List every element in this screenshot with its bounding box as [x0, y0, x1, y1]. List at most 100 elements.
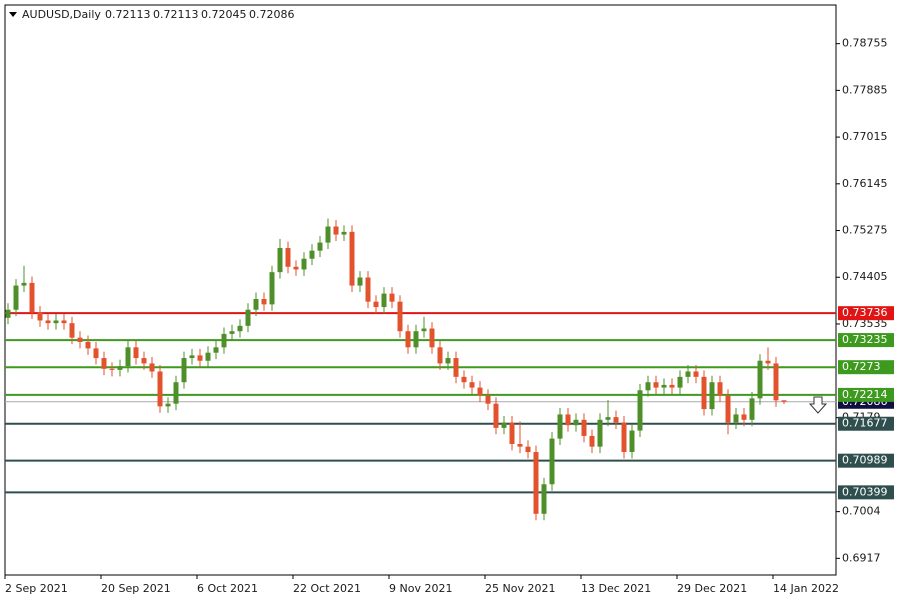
candle-body — [501, 422, 507, 428]
candle-body — [421, 328, 427, 332]
x-tick-label: 13 Dec 2021 — [581, 582, 651, 595]
candle-body — [237, 325, 243, 332]
candle-body — [349, 231, 355, 286]
y-tick-label: 0.77015 — [842, 130, 888, 143]
candle-body — [429, 328, 435, 348]
x-tick-label: 20 Sep 2021 — [101, 582, 171, 595]
candle-body — [165, 403, 171, 407]
candle-body — [733, 414, 739, 423]
candle-body — [117, 366, 123, 370]
candle-body — [453, 358, 459, 377]
candle-body — [69, 323, 75, 338]
candle-body — [469, 382, 475, 388]
candle-body — [565, 414, 571, 426]
candle-body — [533, 452, 539, 514]
candle-body — [173, 382, 179, 404]
candle-body — [61, 320, 67, 324]
y-tick-label: 0.74405 — [842, 270, 888, 283]
candle-body — [221, 333, 227, 348]
candle-body — [189, 355, 195, 359]
down-arrow-icon — [808, 396, 828, 414]
level-label-box — [838, 306, 894, 321]
candle-body — [181, 358, 187, 383]
candle-body — [525, 446, 531, 453]
candle-body — [253, 298, 259, 310]
x-tick-label: 14 Jan 2022 — [773, 582, 839, 595]
level-label-box — [838, 333, 894, 348]
candle-body — [213, 347, 219, 353]
candle-body — [341, 231, 347, 235]
candle-body — [29, 282, 35, 313]
header-high: 0.72113 — [153, 8, 199, 21]
candle-body — [53, 320, 59, 324]
x-tick-label: 9 Nov 2021 — [389, 582, 452, 595]
candle-body — [773, 363, 779, 401]
candle-body — [125, 347, 131, 367]
candle-body — [157, 371, 163, 407]
candle-body — [261, 298, 267, 305]
header-low: 0.72045 — [201, 8, 247, 21]
level-label-box — [838, 387, 894, 402]
candle-body — [397, 301, 403, 332]
candle-body — [685, 371, 691, 377]
candle-body — [13, 285, 19, 310]
x-tick-label: 2 Sep 2021 — [5, 582, 68, 595]
candle-body — [381, 293, 387, 308]
candle-body — [205, 352, 211, 361]
candle-body — [581, 419, 587, 436]
candle-body — [389, 293, 395, 302]
candle-body — [589, 435, 595, 447]
level-label: 0.7273 — [842, 360, 881, 373]
candle-body — [709, 382, 715, 410]
candle-body — [637, 390, 643, 431]
candle-body — [669, 384, 675, 388]
candle-body — [605, 417, 611, 420]
candle-body — [613, 417, 619, 423]
candle-body — [517, 443, 523, 447]
candle-body — [621, 422, 627, 453]
y-tick-label: 0.75275 — [842, 224, 888, 237]
candle-body — [325, 226, 331, 243]
y-tick-label: 0.73535 — [842, 317, 888, 330]
candle-body — [293, 266, 299, 270]
candle-body — [269, 272, 275, 305]
symbol: AUDUSD,Daily — [22, 8, 101, 21]
y-tick-label: 0.78755 — [842, 37, 888, 50]
level-label: 0.70989 — [842, 454, 888, 467]
candle-body — [445, 358, 451, 364]
level-label: 0.71677 — [842, 417, 888, 430]
x-tick-label: 6 Oct 2021 — [197, 582, 258, 595]
candle-body — [357, 277, 363, 286]
header-open: 0.72113 — [105, 8, 151, 21]
candle-body — [365, 277, 371, 302]
candle-body — [405, 331, 411, 348]
level-label-box — [838, 360, 894, 375]
candle-body — [133, 347, 139, 359]
candle-body — [781, 400, 787, 402]
candle-body — [493, 403, 499, 428]
candle-body — [741, 414, 747, 420]
y-tick-label: 0.6917 — [842, 551, 881, 564]
candle-body — [477, 387, 483, 396]
candle-body — [373, 301, 379, 308]
menu-triangle[interactable] — [9, 12, 17, 17]
candle-body — [701, 376, 707, 410]
candle-body — [693, 371, 699, 377]
candle-body — [45, 320, 51, 324]
candle-body — [229, 331, 235, 334]
candle-body — [413, 331, 419, 348]
candle-body — [661, 384, 667, 388]
candle-body — [309, 250, 315, 259]
level-label: 0.73235 — [842, 333, 888, 346]
candle-body — [757, 360, 763, 399]
candle-body — [437, 347, 443, 364]
candle-body — [765, 360, 771, 364]
candle-body — [749, 398, 755, 420]
candle-body — [645, 382, 651, 391]
candle-body — [725, 395, 731, 423]
candle-body — [109, 368, 115, 370]
candle-body — [629, 430, 635, 453]
candle-body — [541, 484, 547, 514]
